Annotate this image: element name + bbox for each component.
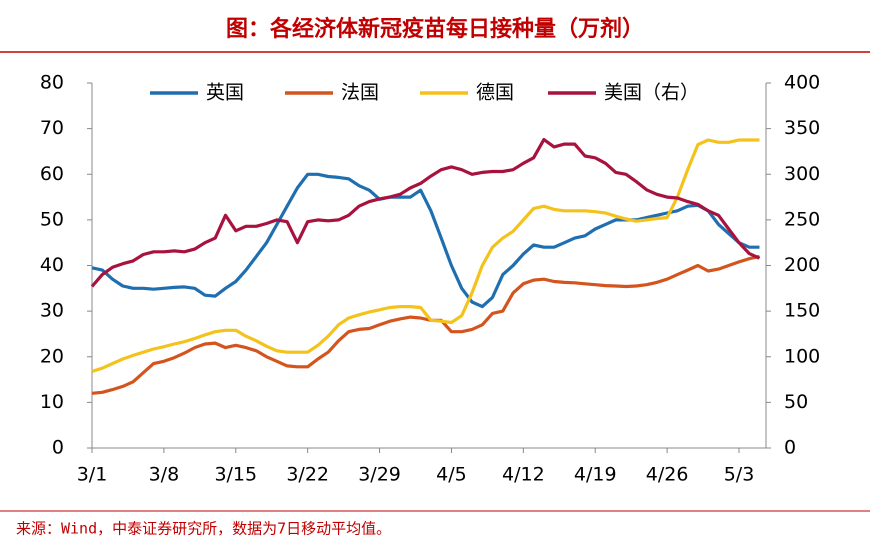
y-tick-label: 0 (52, 437, 64, 459)
y2-tick-label: 200 (784, 254, 820, 276)
y-tick-label: 30 (40, 300, 64, 322)
x-tick-label: 4/12 (502, 464, 545, 486)
y2-tick-label: 350 (784, 117, 820, 139)
x-tick-label: 3/8 (149, 464, 180, 486)
x-tick-label: 4/26 (646, 464, 689, 486)
y-tick-label: 20 (40, 345, 64, 367)
series-line (91, 138, 760, 373)
y-tick-label: 40 (40, 254, 64, 276)
y2-tick-label: 100 (784, 345, 820, 367)
chart-title: 图：各经济体新冠疫苗每日接种量（万剂） (226, 16, 644, 42)
legend-label: 英国 (206, 82, 244, 104)
series-line (90, 138, 761, 288)
x-tick-label: 5/3 (724, 464, 755, 486)
y-tick-label: 60 (40, 163, 64, 185)
legend-label: 德国 (476, 82, 514, 104)
source-note: 来源：Wind，中泰证券研究所，数据为7日移动平均值。 (16, 520, 391, 538)
legend-label: 美国（右） (604, 82, 699, 104)
y-tick-label: 70 (40, 117, 64, 139)
x-tick-label: 3/15 (214, 464, 257, 486)
y-tick-label: 50 (40, 208, 64, 230)
series-line (91, 172, 760, 309)
y2-tick-label: 150 (784, 300, 820, 322)
y-tick-label: 80 (40, 72, 64, 94)
x-tick-label: 4/19 (574, 464, 617, 486)
x-tick-label: 4/5 (436, 464, 467, 486)
y2-tick-label: 0 (784, 437, 796, 459)
x-tick-label: 3/1 (77, 464, 108, 486)
y2-tick-label: 300 (784, 163, 820, 185)
legend-label: 法国 (341, 82, 379, 104)
y-tick-label: 10 (40, 391, 64, 413)
y2-tick-label: 250 (784, 208, 820, 230)
y2-tick-label: 50 (784, 391, 808, 413)
x-tick-label: 3/22 (286, 464, 329, 486)
x-tick-label: 3/29 (358, 464, 401, 486)
series-line (91, 254, 760, 395)
y2-tick-label: 400 (784, 72, 820, 94)
